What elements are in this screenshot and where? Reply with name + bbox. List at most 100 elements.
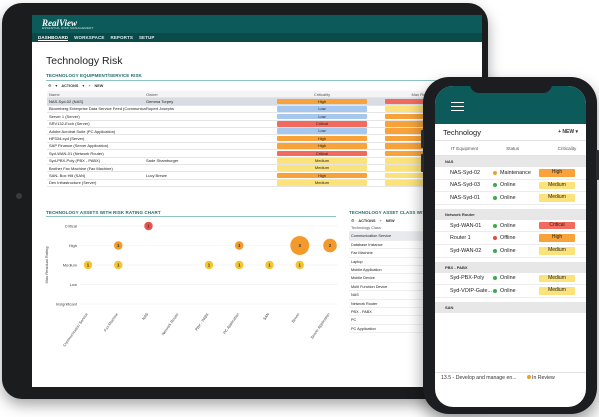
list-item[interactable]: NAS-Syd-03 Online Medium (435, 180, 586, 193)
equipment-criticality: Medium (537, 194, 577, 202)
table-row[interactable]: Syd-WAN-01 (Network Router)CriticalHigh (47, 150, 479, 158)
cell-name: Dev Infrastructure (Server) (49, 180, 97, 186)
table-row[interactable]: SRV132-Exch (Server)CriticalHigh (47, 120, 479, 128)
phone-column-criticality[interactable]: Criticality (557, 145, 577, 151)
table-row[interactable]: NAS-Syd-02 (NAS)Gemma TorpeyHighCritical (47, 98, 479, 106)
y-tick-label: Low (70, 282, 77, 287)
chart-bubble (113, 240, 123, 251)
list-item[interactable]: Router 1 Offline High (435, 232, 586, 245)
equipment-name: NAS-Syd-03 (450, 182, 480, 189)
equipment-status: Online (493, 195, 537, 201)
bubble-count-label: 2 (329, 243, 332, 248)
asset-class-item[interactable]: Communication Service (349, 232, 427, 241)
new-button[interactable]: NEW (94, 83, 104, 88)
list-item[interactable]: Syd-WAN-01 Online Critical (435, 220, 586, 233)
cell-name: Syd-WAN-01 (Network Router) (49, 150, 104, 156)
list-item[interactable]: Syd-VOIP-Gate... Online Medium (435, 285, 586, 298)
status-label: Online (500, 194, 516, 201)
table-row[interactable]: HP334-xyd (Server)HighHigh (47, 135, 479, 143)
phone-group-header[interactable]: Network Router (435, 208, 586, 220)
asset-class-item[interactable]: Laptop (349, 258, 427, 266)
asset-class-item[interactable]: Multi Function Device (349, 283, 427, 292)
asset-new-button[interactable]: NEW (385, 218, 395, 223)
table-row[interactable]: Syd-PBX-Poly (PBX - PABX) Sade Shamburger… (47, 157, 479, 165)
cell-criticality: Critical (273, 120, 371, 127)
criticality-badge: Medium (539, 287, 575, 295)
task-title: 13.5 - Develop and manage en... (441, 374, 517, 381)
phone-page-title: Technology (443, 127, 481, 137)
table-row[interactable]: SAP Finance (Server Application)HighHigh (47, 143, 479, 151)
column-header-criticality[interactable]: Criticality (313, 91, 331, 97)
app-logo[interactable]: RealView (42, 18, 78, 28)
cell-criticality: Critical (273, 150, 371, 157)
list-item[interactable]: Syd-PBX-Poly Online Medium (435, 273, 586, 286)
y-tick-label: Critical (65, 224, 77, 229)
cell-name: Server 1 (Server) (49, 113, 80, 119)
table-row[interactable]: Server 1 (Server)LowHigh (47, 113, 479, 121)
column-header-name[interactable]: Name (49, 91, 60, 97)
nav-reports[interactable]: REPORTS (110, 35, 133, 40)
phone-group-header[interactable]: NAS (435, 156, 586, 167)
plus-icon: + (558, 129, 563, 135)
bubble-count-label: 1 (208, 263, 211, 268)
phone-new-button[interactable]: + NEW ▾ (558, 129, 578, 135)
tablet-frame: RealView ESSENTIAL RISK MANAGEMENT DASHB… (2, 3, 488, 399)
list-item[interactable]: NAS-Syd-02 Maintenance High (435, 167, 586, 180)
chart-bubble (264, 260, 275, 270)
nav-workspace[interactable]: WORKSPACE (74, 35, 105, 40)
criticality-badge: Critical (276, 120, 368, 127)
chevron-down-icon[interactable]: ▾ (55, 84, 58, 88)
phone-column-status[interactable]: Status (506, 145, 520, 151)
list-item[interactable]: NAS-Syd-01 Online Medium (435, 192, 586, 205)
criticality-badge: High (276, 172, 368, 179)
equipment-risk-section-title: TECHNOLOGY EQUIPMENT/SERVICE RISK (46, 73, 142, 78)
phone-group-header[interactable]: SAN (435, 301, 586, 313)
status-dot-icon (493, 195, 497, 200)
phone-group-header[interactable]: PBX - PABX (435, 261, 586, 273)
table-row[interactable]: Dev Infrastructure (Server)MediumMedium (47, 180, 479, 188)
settings-icon[interactable]: ⚙ (351, 219, 355, 223)
table-row[interactable]: SAN- Box Hill (SAN)Lucy BreweHighMedium (47, 172, 479, 180)
table-row[interactable]: Brother Fax Machine (Fax Machine)MediumM… (47, 165, 479, 173)
equipment-criticality: Medium (537, 181, 577, 190)
cell-owner: Rupert Josephs (146, 106, 175, 112)
column-header-owner[interactable]: Owner (146, 91, 158, 97)
nav-dashboard[interactable]: DASHBOARD (38, 34, 69, 41)
table-row[interactable]: Bloomberg Enterprise Data Service Feed (… (47, 106, 479, 114)
app-header: RealView ESSENTIAL RISK MANAGEMENT (32, 15, 482, 33)
asset-class-item[interactable]: Mobile Device (349, 274, 427, 283)
asset-actions-button[interactable]: ACTIONS (358, 218, 376, 223)
hamburger-menu-icon[interactable] (451, 102, 464, 113)
asset-class-toolbar: ⚙ ACTIONS + NEW (351, 218, 395, 224)
status-label: Online (500, 287, 516, 294)
phone-title-row: Technology + NEW ▾ (435, 124, 586, 141)
asset-class-item[interactable]: Network Router (349, 300, 427, 308)
x-tick-label: Server (291, 312, 301, 324)
asset-class-item[interactable]: PC Application (349, 325, 427, 334)
asset-class-item[interactable]: NAS (349, 291, 427, 300)
cell-criticality: Low (273, 106, 371, 112)
chevron-down-icon: ▾ (82, 84, 85, 88)
plus-icon[interactable]: + (379, 218, 382, 223)
bubble-count-label: 3 (299, 243, 302, 248)
phone-column-equipment[interactable]: IT Equipment (451, 145, 479, 151)
asset-class-item[interactable]: PBX - PABX (349, 308, 427, 317)
equipment-criticality: Medium (537, 274, 577, 283)
equipment-name: Syd-PBX-Poly (450, 275, 485, 282)
asset-class-item[interactable]: Database Instance (349, 241, 427, 250)
list-item[interactable]: Syd-WAN-02 Online Medium (435, 245, 586, 258)
asset-class-item[interactable]: PC (349, 316, 427, 325)
nav-setup[interactable]: SETUP (138, 35, 155, 40)
asset-class-item[interactable]: Mobile Application (349, 266, 427, 275)
criticality-badge: Critical (276, 150, 368, 157)
cell-criticality: Low (273, 128, 371, 134)
table-row[interactable]: Adobe Acrobat Suite (PC Application)LowH… (47, 128, 479, 136)
actions-button[interactable]: ACTIONS (61, 83, 79, 88)
plus-icon[interactable]: + (88, 83, 91, 88)
phone-notch (470, 79, 552, 93)
phone-task-footer[interactable]: 13.5 - Develop and manage en... In Revie… (435, 372, 586, 382)
criticality-badge: Medium (539, 246, 575, 255)
settings-icon[interactable]: ⚙ (48, 84, 52, 88)
asset-class-item[interactable]: Fax Machine (349, 249, 427, 258)
